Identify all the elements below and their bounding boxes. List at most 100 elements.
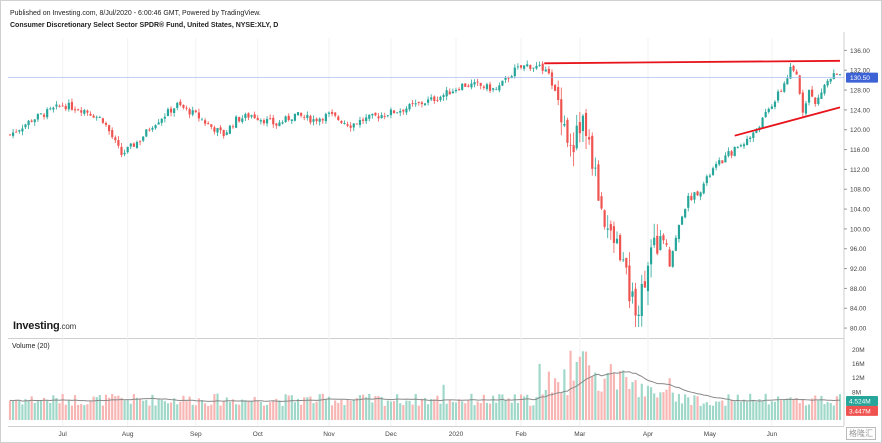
volume-bar	[708, 405, 712, 420]
last-price-badge	[846, 72, 878, 83]
candle-body	[18, 130, 21, 132]
volume-bar	[399, 403, 402, 420]
volume-bar	[544, 389, 547, 420]
candle-body	[423, 103, 427, 105]
volume-bar	[340, 399, 343, 420]
volume-bar	[783, 399, 786, 420]
volume-bar	[405, 400, 408, 420]
candle-body	[724, 155, 727, 163]
candle-body	[269, 118, 272, 120]
volume-bar	[77, 404, 80, 420]
volume-bar	[188, 396, 191, 420]
volume-bar	[656, 397, 659, 420]
volume-bar	[108, 397, 111, 420]
candle-body	[721, 160, 724, 164]
volume-bar	[55, 398, 58, 420]
volume-bar	[430, 398, 433, 420]
volume-bar	[619, 370, 622, 420]
volume-bar	[485, 402, 489, 420]
volume-bar	[163, 401, 166, 420]
volume-bar	[114, 396, 117, 420]
candle-body	[324, 113, 327, 122]
volume-bar	[476, 401, 479, 420]
candle-body	[575, 125, 578, 149]
volume-tick-label: 8M	[852, 389, 861, 396]
candle-body	[386, 115, 389, 117]
volume-bar	[346, 399, 349, 420]
volume-bar	[247, 400, 250, 420]
vertical-gridlines	[62, 38, 773, 426]
candle-body	[420, 102, 423, 105]
volume-bar	[631, 382, 634, 420]
candle-body	[538, 64, 541, 66]
price-tick-label: 108.00	[850, 187, 870, 194]
volume-bar	[318, 394, 321, 420]
candle-body	[111, 130, 114, 138]
candle-body	[405, 108, 408, 113]
volume-bar	[442, 384, 445, 420]
volume-bar	[197, 398, 201, 420]
volume-bar	[27, 400, 30, 420]
candle-body	[649, 247, 653, 265]
volume-bar	[210, 404, 213, 420]
candle-body	[293, 113, 297, 121]
volume-bar	[154, 405, 157, 420]
candle-body	[560, 99, 563, 123]
volume-bar	[464, 403, 467, 420]
candlesticks	[8, 60, 842, 328]
volume-bar	[702, 403, 705, 420]
volume-bar	[12, 400, 15, 420]
candle-body	[693, 192, 696, 200]
volume-bar	[575, 361, 578, 420]
candle-body	[104, 122, 108, 125]
candle-body	[265, 119, 269, 124]
volume-bar	[89, 400, 92, 420]
candle-body	[12, 132, 15, 136]
volume-bar	[21, 404, 24, 420]
volume-bar	[473, 405, 476, 420]
candle-body	[340, 120, 343, 123]
candle-body	[259, 120, 262, 122]
volume-bar	[588, 365, 591, 420]
volume-bar	[287, 395, 290, 420]
volume-bar	[628, 388, 631, 420]
volume-bar	[770, 401, 773, 420]
logo-brand: Investing	[13, 320, 60, 332]
volume-bar	[835, 396, 838, 420]
candle-body	[547, 68, 550, 74]
volume-bar	[420, 398, 423, 420]
candle-body	[826, 80, 829, 86]
candle-body	[526, 64, 529, 67]
volume-bar	[303, 397, 306, 420]
candle-body	[492, 88, 495, 90]
candle-body	[733, 146, 736, 157]
volume-bar	[309, 396, 312, 420]
volume-bar	[185, 401, 188, 420]
volume-bar	[80, 404, 83, 420]
volume-bar	[374, 396, 377, 420]
volume-bar	[550, 392, 554, 420]
candle-body	[58, 105, 61, 107]
volume-bar	[572, 380, 575, 420]
candle-body	[523, 65, 526, 69]
volume-bar	[358, 395, 362, 420]
candle-body	[284, 116, 287, 122]
volume-bar	[259, 401, 262, 420]
candle-body	[801, 92, 804, 113]
volume-bar	[138, 398, 142, 420]
candle-body	[95, 116, 98, 118]
volume-bar	[179, 401, 182, 420]
candle-body	[129, 143, 132, 147]
volume-bar	[117, 395, 120, 420]
candle-body	[516, 66, 520, 68]
candle-body	[557, 87, 560, 100]
volume-bar	[436, 395, 439, 420]
candle-body	[532, 67, 535, 69]
volume-badge	[846, 405, 878, 416]
candle-body	[27, 120, 30, 126]
volume-bar	[290, 395, 293, 420]
candle-body	[377, 116, 380, 119]
volume-bar	[603, 378, 606, 420]
